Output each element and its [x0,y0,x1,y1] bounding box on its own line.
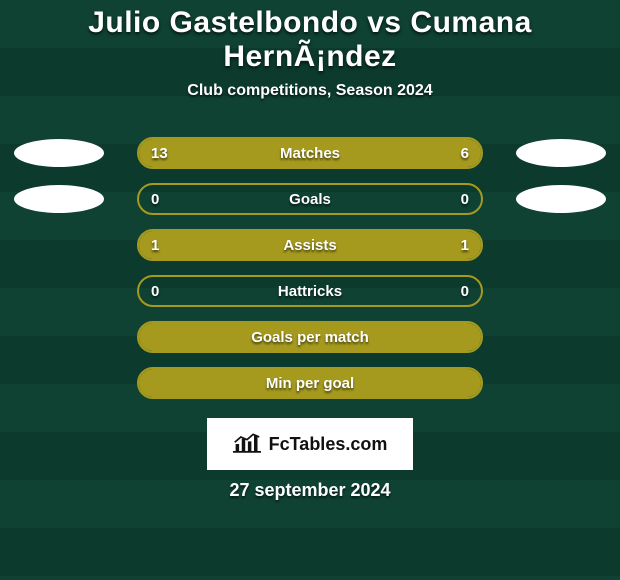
stat-row-inner: Goals0 0 [0,176,620,222]
stat-bar: Min per goal [137,367,483,399]
stat-row: Assists11 [0,222,620,268]
stat-value-left: 1 [151,231,159,259]
team-badge-left [14,185,104,213]
stat-bar: Goals0 0 [137,183,483,215]
date-text: 27 september 2024 [0,480,620,501]
stat-label: Goals [139,185,481,213]
stat-value-right: 0 [461,185,469,213]
stat-row: Goals0 0 [0,176,620,222]
stat-bar-left-fill [139,231,310,259]
stat-bar: Hattricks0 0 [137,275,483,307]
stat-bar: Matches136 [137,137,483,169]
stat-bar-left-fill [139,369,481,397]
page-title: Julio Gastelbondo vs Cumana HernÃ¡ndez [0,0,620,74]
stat-bar: Assists11 [137,229,483,261]
team-badge-right [516,185,606,213]
stat-bar-left-fill [139,139,373,167]
stat-row-inner: Matches136 [0,130,620,176]
team-badge-left [14,139,104,167]
stat-row-inner: Min per goal [0,360,620,406]
stat-row: Hattricks0 0 [0,268,620,314]
stat-row-inner: Goals per match [0,314,620,360]
stat-bar-left-fill [139,323,481,351]
stat-value-left: 0 [151,185,159,213]
stat-value-right: 0 [461,277,469,305]
stat-row-inner: Assists11 [0,222,620,268]
stat-row: Matches136 [0,130,620,176]
brand-text: FcTables.com [269,434,388,455]
page-subtitle: Club competitions, Season 2024 [0,82,620,100]
content: Julio Gastelbondo vs Cumana HernÃ¡ndez C… [0,0,620,501]
stat-bar: Goals per match [137,321,483,353]
stat-row: Goals per match [0,314,620,360]
stat-value-right: 1 [461,231,469,259]
stat-rows: Matches136Goals00Assists11Hattricks00Goa… [0,130,620,406]
brand-badge: FcTables.com [207,418,413,470]
stat-row-inner: Hattricks0 0 [0,268,620,314]
brand-chart-icon [233,431,261,457]
team-badge-right [516,139,606,167]
stat-value-left: 13 [151,139,168,167]
stat-row: Min per goal [0,360,620,406]
stat-value-right: 6 [461,139,469,167]
stat-value-left: 0 [151,277,159,305]
stat-bar-right-fill [310,231,481,259]
stat-label: Hattricks [139,277,481,305]
